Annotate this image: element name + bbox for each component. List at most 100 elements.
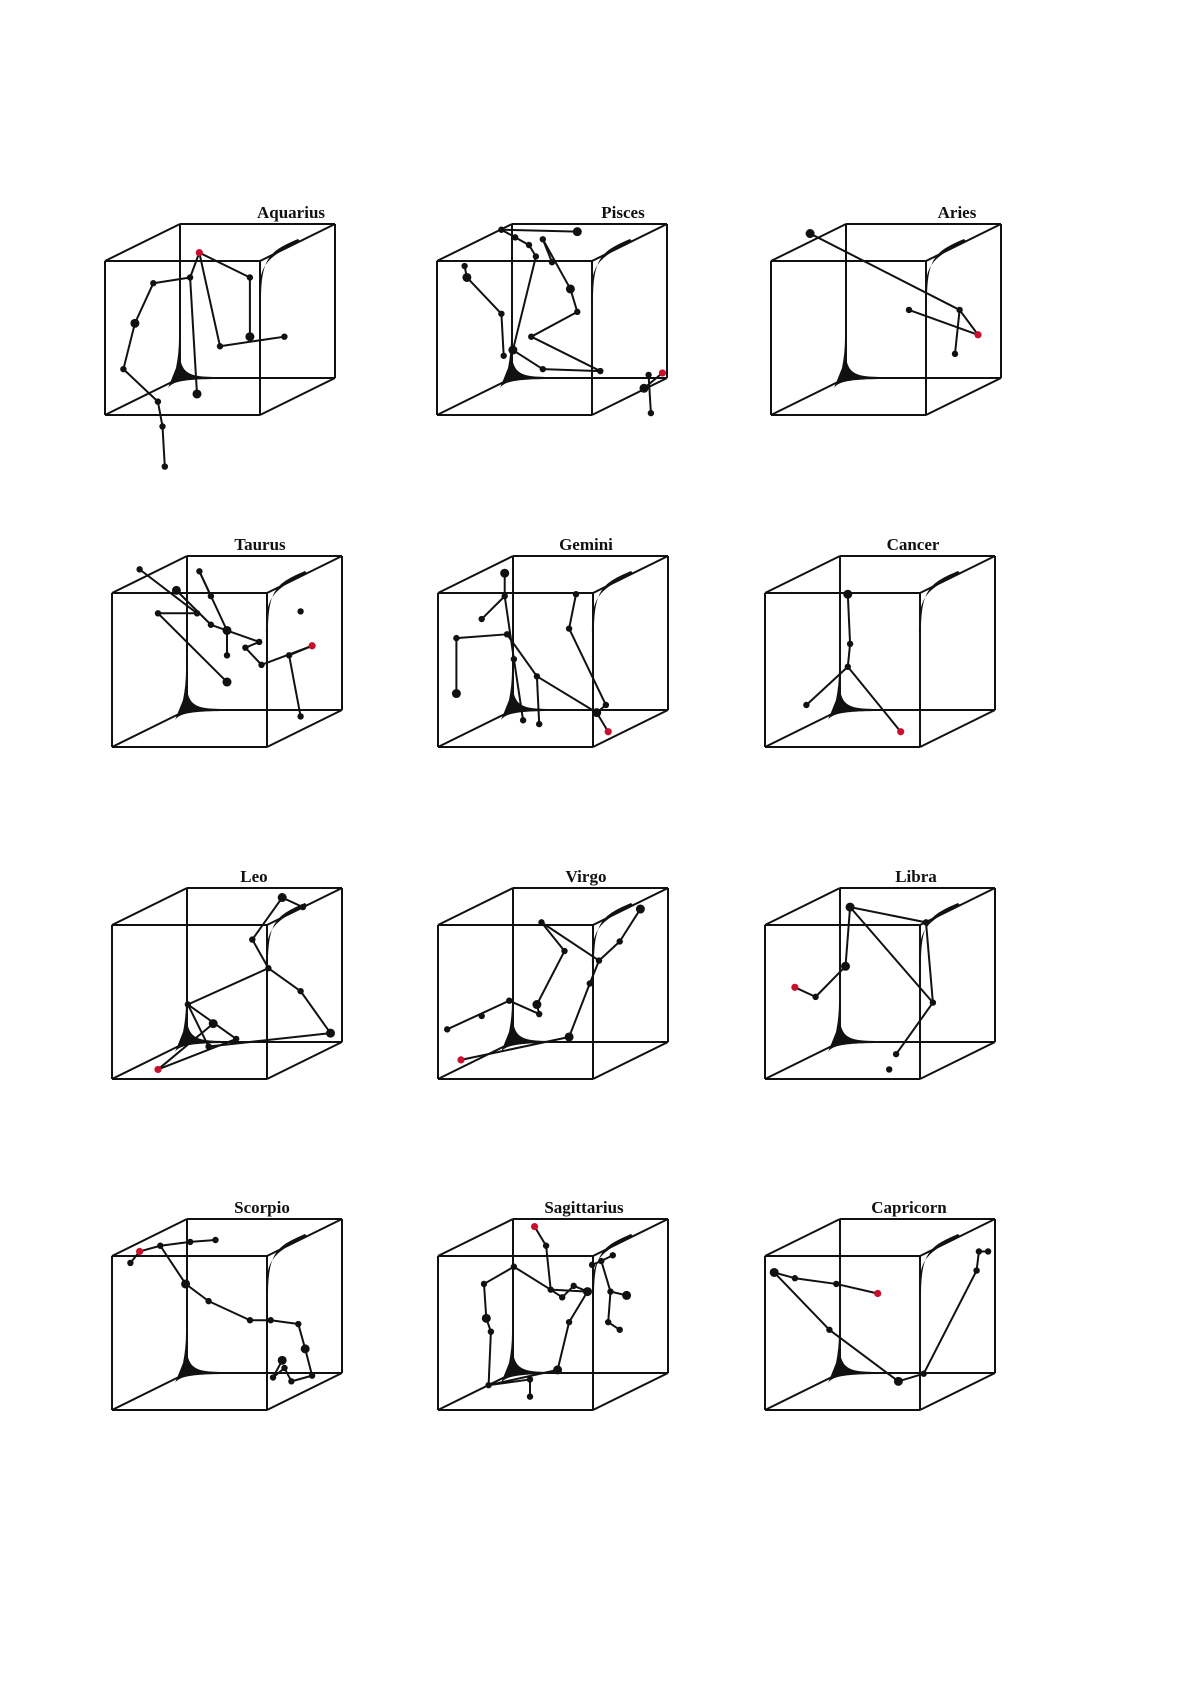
- constellation-link: [814, 965, 847, 998]
- star: [510, 1263, 518, 1270]
- panel-sagittarius: Sagittarius: [436, 1198, 696, 1443]
- star: [616, 938, 623, 945]
- constellation-link: [618, 908, 642, 943]
- star: [553, 1365, 563, 1375]
- cube-wireframe: [764, 1218, 996, 1411]
- star: [269, 1374, 277, 1381]
- constellation-link: [159, 1245, 187, 1285]
- cube-wireframe: [437, 555, 669, 748]
- star: [453, 634, 460, 642]
- cube-corner-fillet: [501, 670, 553, 720]
- constellation-link: [512, 349, 544, 371]
- necker-cube-diagram: [770, 223, 1002, 416]
- star: [565, 1318, 573, 1326]
- star-highlight: [874, 1289, 882, 1298]
- star: [922, 919, 930, 926]
- constellation-link: [480, 595, 506, 620]
- cube-edge: [104, 377, 181, 416]
- cube-edge: [919, 709, 996, 748]
- star: [498, 310, 505, 317]
- star: [547, 1286, 554, 1293]
- constellation-link: [536, 950, 566, 1005]
- star: [956, 306, 963, 314]
- panel-libra: Libra: [763, 867, 1023, 1112]
- star: [285, 652, 293, 659]
- cube-corner-fillet: [828, 1002, 880, 1052]
- star: [539, 236, 546, 243]
- constellation-link: [540, 921, 566, 952]
- constellation-link: [210, 623, 260, 643]
- constellation-title: Pisces: [601, 203, 645, 222]
- star: [485, 1381, 492, 1389]
- constellation-title: Cancer: [886, 535, 940, 554]
- constellation-title: Aries: [937, 203, 977, 222]
- constellation-link: [138, 568, 198, 615]
- star: [277, 893, 287, 903]
- star-highlight: [897, 728, 905, 736]
- cube-edge: [111, 1218, 188, 1257]
- constellation-link: [600, 1260, 612, 1292]
- star: [461, 262, 468, 270]
- star: [645, 371, 652, 379]
- cube-wireframe: [764, 555, 996, 748]
- star: [297, 987, 304, 995]
- star: [246, 274, 254, 281]
- constellation-title: Capricorn: [871, 1198, 947, 1217]
- constellation-link: [844, 907, 852, 967]
- star: [536, 1010, 543, 1018]
- star: [120, 365, 127, 373]
- star: [846, 640, 854, 648]
- star: [245, 332, 255, 342]
- star: [297, 608, 304, 615]
- constellation-link: [175, 589, 212, 626]
- cube-corner-fillet: [500, 338, 552, 388]
- constellation-link: [251, 896, 284, 941]
- cube-corner-fillet: [925, 239, 966, 301]
- star: [951, 350, 959, 358]
- star: [920, 1370, 927, 1377]
- cube-edge: [925, 377, 1002, 416]
- star: [212, 1236, 219, 1244]
- constellation-link: [483, 1265, 515, 1285]
- constellation-link: [208, 1032, 331, 1048]
- star: [574, 308, 581, 316]
- constellation-figure: [444, 904, 645, 1064]
- star: [242, 644, 249, 651]
- star: [570, 1282, 577, 1290]
- cube-edge: [764, 709, 841, 748]
- star: [246, 1317, 254, 1324]
- star: [207, 621, 215, 628]
- constellation-title: Scorpio: [234, 1198, 290, 1217]
- star: [565, 625, 573, 632]
- star: [295, 1320, 302, 1328]
- star: [616, 1326, 623, 1333]
- constellation-link: [545, 1245, 552, 1290]
- star: [258, 661, 265, 669]
- constellation-link: [189, 277, 198, 395]
- necker-cube-diagram: [111, 887, 343, 1080]
- panel-scorpio: Scorpio: [110, 1198, 370, 1443]
- constellation-link: [895, 1002, 934, 1055]
- constellation-link: [846, 643, 852, 667]
- star: [487, 1328, 495, 1335]
- star: [512, 234, 519, 241]
- cube-wireframe: [436, 223, 668, 416]
- constellation-link: [849, 906, 934, 1004]
- constellation-link: [794, 986, 817, 998]
- cube-edge: [437, 709, 514, 748]
- constellation-link: [607, 1291, 612, 1323]
- constellation-link: [488, 1368, 558, 1387]
- cube-corner-fillet: [266, 1234, 307, 1296]
- star: [171, 585, 181, 595]
- constellation-link: [157, 612, 228, 683]
- constellation-figure: [127, 1236, 316, 1385]
- star: [526, 1376, 534, 1383]
- star-highlight: [658, 369, 666, 377]
- cube-edge: [266, 1041, 343, 1080]
- star: [451, 689, 461, 699]
- star: [196, 568, 203, 575]
- star: [635, 904, 645, 914]
- panel-aquarius: Aquarius: [103, 203, 363, 470]
- star: [205, 1043, 212, 1050]
